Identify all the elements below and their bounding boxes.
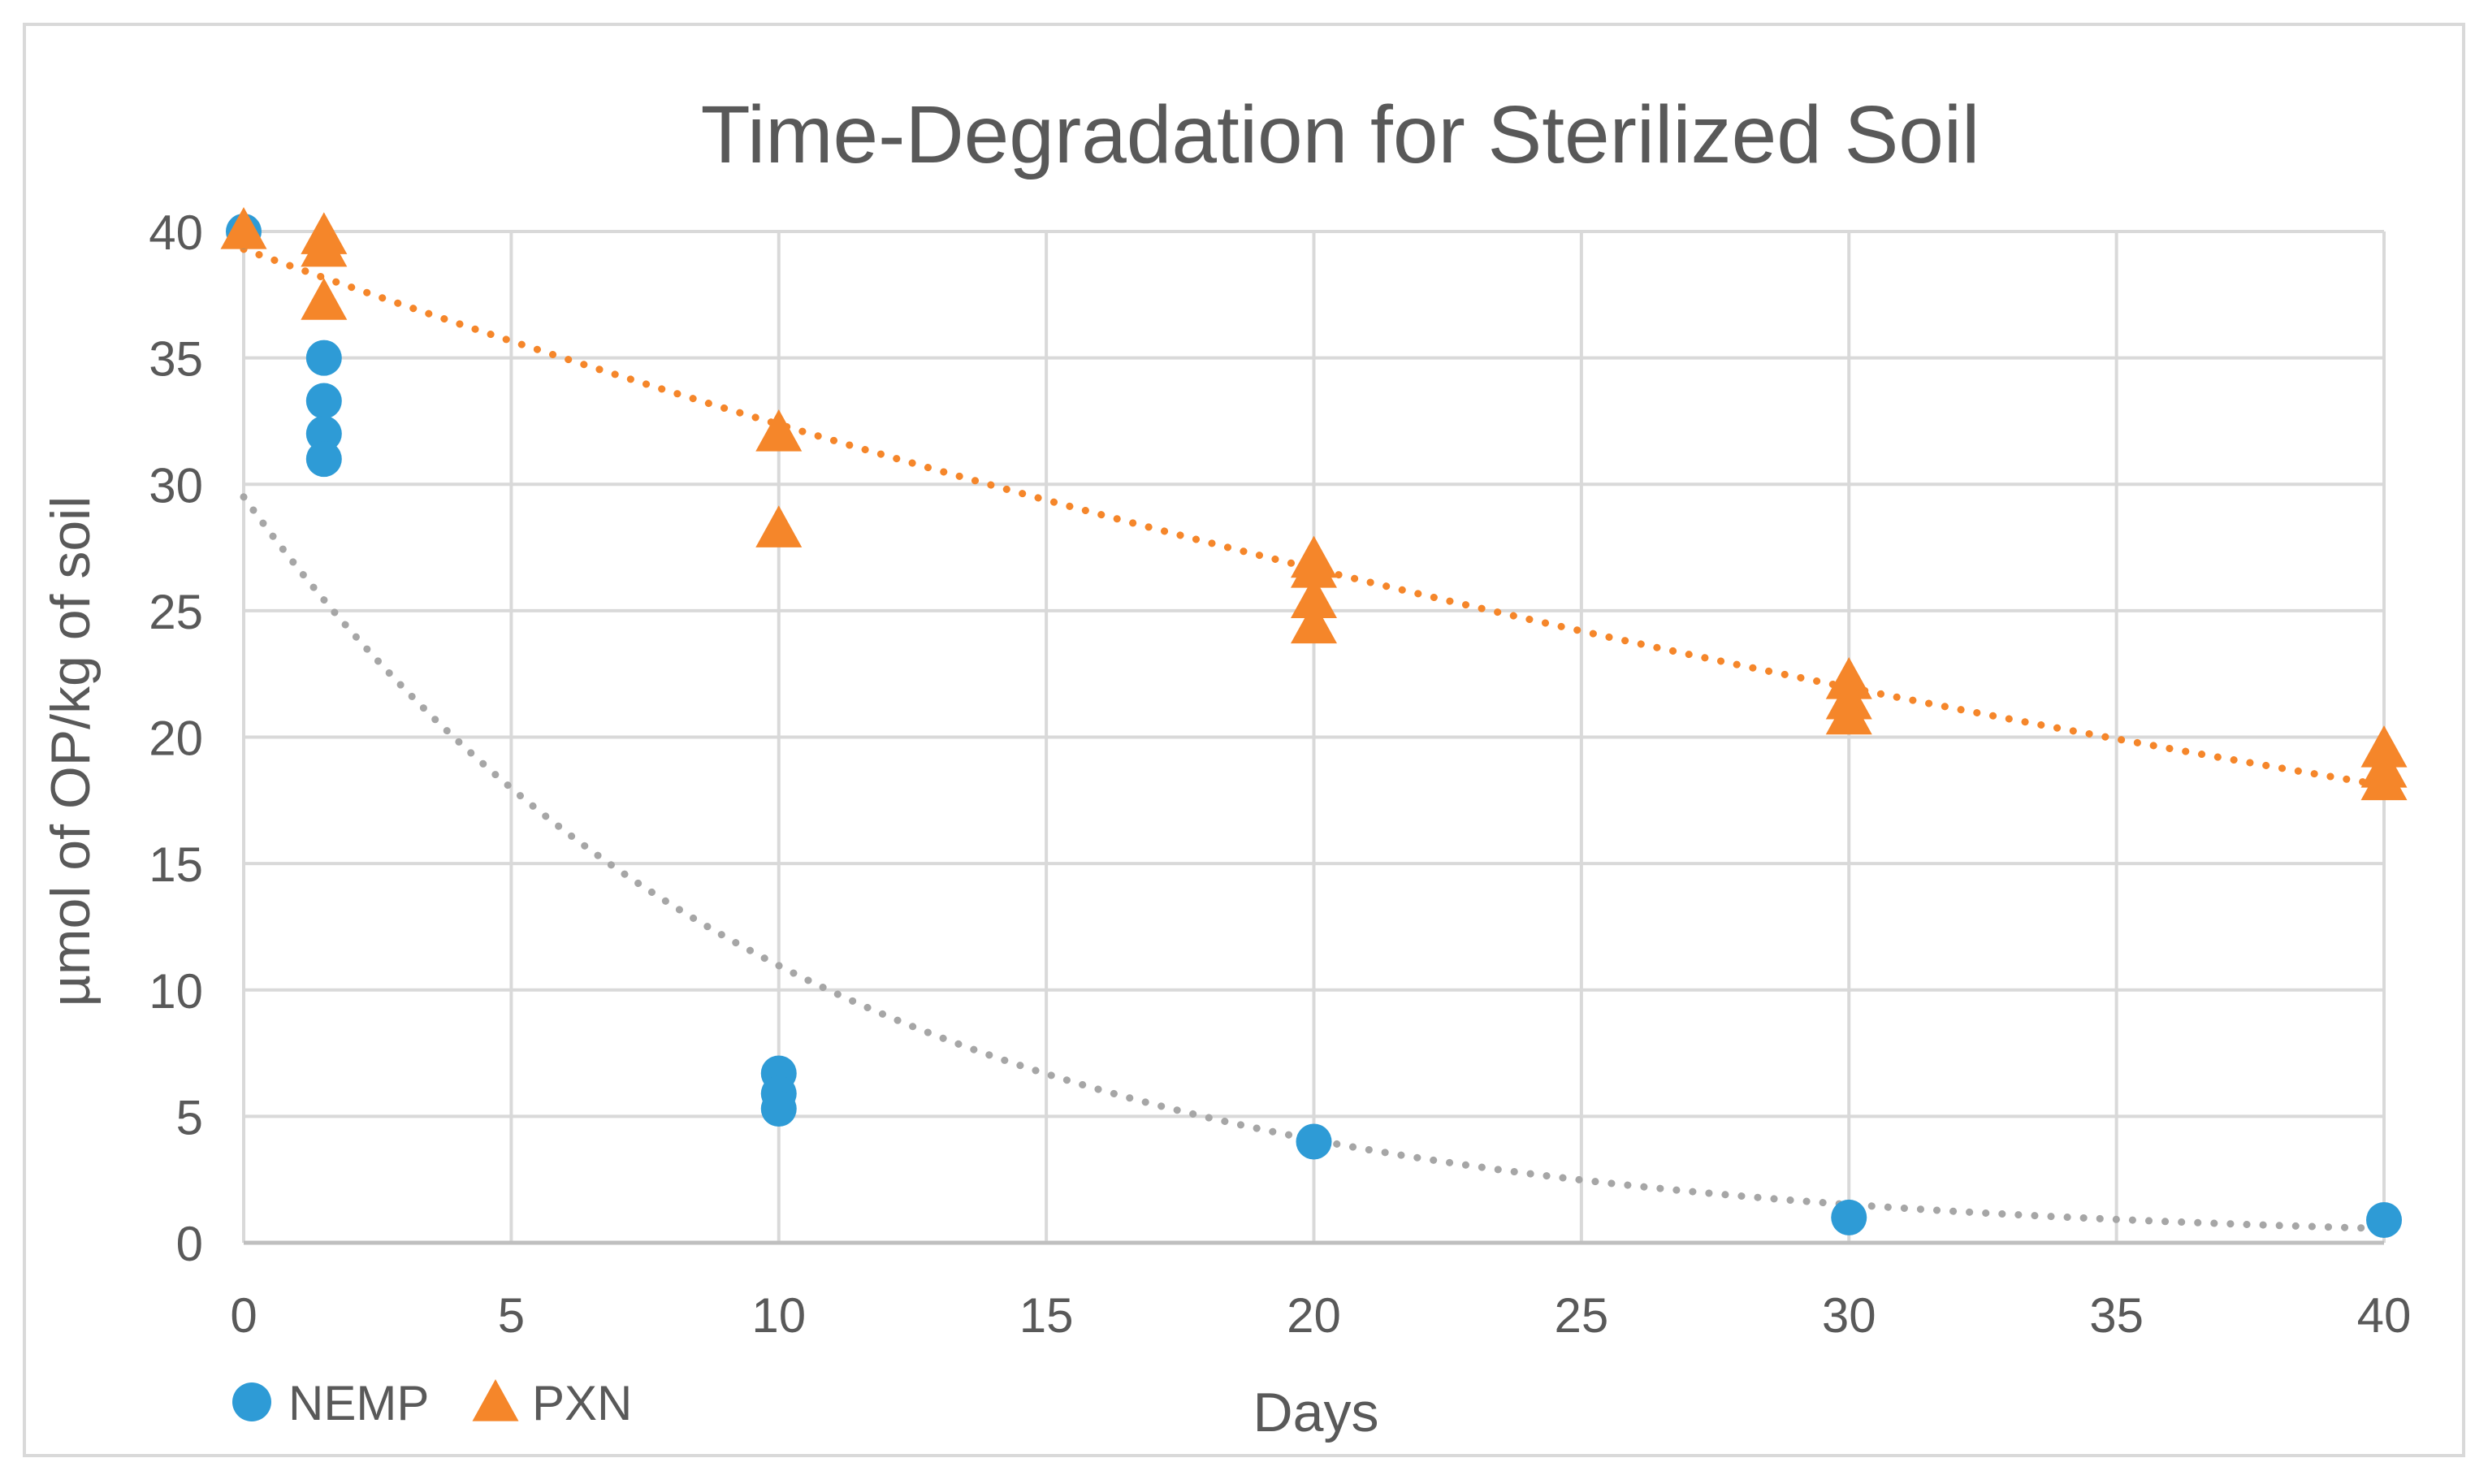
nemp-point	[2366, 1201, 2402, 1238]
pxn-trendline	[240, 245, 2388, 790]
nemp-point	[1831, 1199, 1867, 1235]
pxn-point	[2360, 758, 2408, 801]
y-tick-label: 30	[149, 458, 203, 513]
pxn-point	[1291, 546, 1337, 588]
legend: NEMP PXN	[232, 1376, 632, 1430]
y-tick-label: 15	[149, 837, 203, 892]
pxn-point	[1291, 601, 1337, 644]
legend-label-nemp: NEMP	[288, 1376, 429, 1430]
nemp-point	[1296, 1123, 1332, 1160]
axes: 0 5 10 15 20 25 30 35 40 0 5 10 15 20 25 30 35 40	[149, 206, 2411, 1343]
pxn-point	[755, 409, 803, 452]
y-tick-label: 40	[149, 206, 203, 260]
nemp-point	[305, 416, 342, 452]
trendlines	[240, 245, 2388, 1232]
x-tick-label: 35	[2089, 1288, 2144, 1343]
x-tick-label: 25	[1555, 1288, 1609, 1343]
pxn-point	[1291, 576, 1337, 619]
pxn-point	[301, 278, 348, 320]
nemp-trendline	[240, 493, 2388, 1232]
nemp-point	[305, 340, 342, 376]
x-tick-label: 30	[1822, 1288, 1876, 1343]
y-tick-label: 10	[149, 964, 203, 1019]
nemp-point	[305, 383, 342, 419]
y-axis-label: µmol of OP/kg of soil	[40, 496, 102, 1007]
x-tick-label: 0	[230, 1288, 257, 1343]
legend-marker-pxn	[472, 1379, 519, 1421]
y-tick-label: 5	[176, 1090, 203, 1144]
chart-title: Time-Degradation for Sterilized Soil	[701, 89, 1980, 180]
x-axis-label: Days	[1253, 1382, 1379, 1443]
x-tick-label: 5	[498, 1288, 525, 1343]
x-tick-label: 10	[751, 1288, 806, 1343]
pxn-point	[220, 207, 267, 249]
data-points	[220, 207, 2408, 1238]
pxn-point	[1825, 692, 1872, 735]
legend-label-pxn: PXN	[532, 1376, 632, 1430]
x-tick-label: 40	[2357, 1288, 2412, 1343]
y-tick-label: 20	[149, 712, 203, 766]
y-tick-label: 0	[176, 1217, 203, 1271]
y-tick-label: 35	[149, 332, 203, 387]
chart-border	[23, 23, 2465, 1457]
pxn-point	[301, 224, 348, 267]
pxn-point	[755, 505, 803, 547]
legend-marker-nemp	[232, 1382, 271, 1421]
x-tick-label: 15	[1019, 1288, 1074, 1343]
y-tick-label: 25	[149, 585, 203, 639]
x-tick-label: 20	[1287, 1288, 1341, 1343]
nemp-point	[760, 1091, 797, 1127]
nemp-point	[305, 441, 342, 478]
